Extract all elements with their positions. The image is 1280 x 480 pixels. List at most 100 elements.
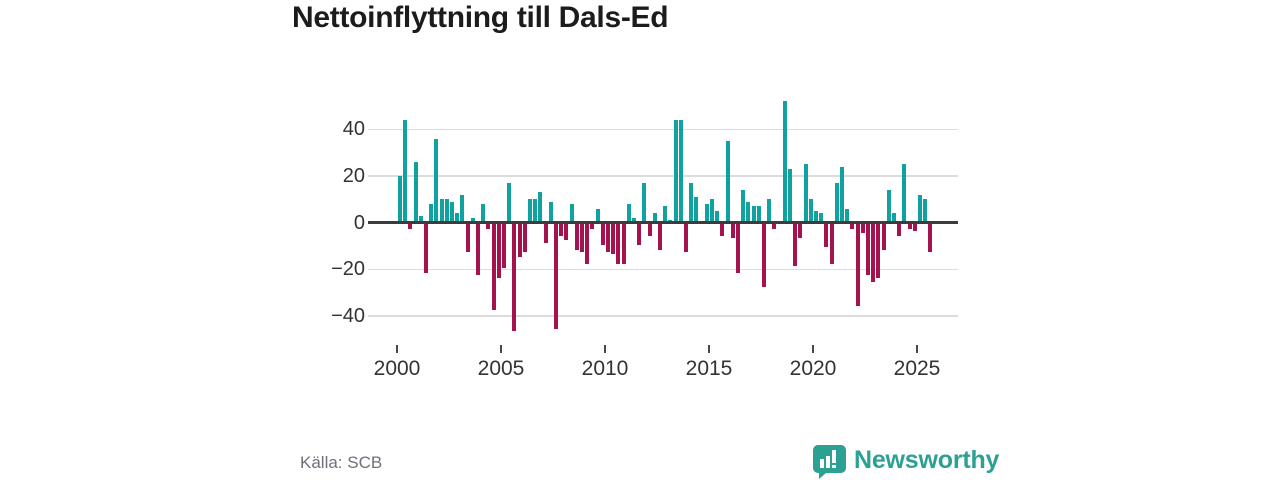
bar xyxy=(439,199,444,223)
bar xyxy=(866,224,870,276)
bar xyxy=(569,204,574,223)
bar xyxy=(798,224,803,238)
bar xyxy=(855,224,860,306)
bar xyxy=(470,218,475,223)
bar xyxy=(678,120,683,223)
chart-title: Nettoinflyttning till Dals-Ed xyxy=(292,1,669,34)
bar xyxy=(824,224,829,248)
source-caption: Källa: SCB xyxy=(300,453,383,472)
bar xyxy=(517,224,522,257)
bar xyxy=(834,183,839,223)
x-axis-label: 2020 xyxy=(789,357,837,380)
bar xyxy=(626,204,631,223)
bar xyxy=(418,215,423,223)
bar xyxy=(886,190,891,223)
x-axis-label: 2015 xyxy=(685,357,733,380)
gridline-y20 xyxy=(368,175,958,177)
bar xyxy=(465,224,470,252)
bar xyxy=(491,224,496,311)
bar xyxy=(840,166,844,223)
bar xyxy=(590,224,595,229)
bar xyxy=(892,213,896,223)
bar xyxy=(486,224,491,229)
x-axis-label: 2000 xyxy=(373,357,421,380)
bar xyxy=(528,199,532,223)
bar xyxy=(860,224,865,234)
bar xyxy=(684,224,688,252)
bar xyxy=(408,224,413,229)
bar xyxy=(720,224,725,236)
bar xyxy=(450,201,454,223)
bar xyxy=(621,224,626,264)
bar xyxy=(819,213,824,223)
bar xyxy=(788,169,792,223)
bar xyxy=(455,213,460,223)
bar xyxy=(725,141,730,223)
y-axis-label: −20 xyxy=(331,258,365,281)
bar xyxy=(507,183,512,223)
bar xyxy=(559,224,564,236)
zero-axis-line xyxy=(368,221,958,224)
x-axis-tick xyxy=(500,345,502,353)
bar xyxy=(902,164,907,223)
bar xyxy=(496,224,501,278)
bar xyxy=(585,224,590,264)
bar xyxy=(580,224,584,252)
bar xyxy=(647,224,652,236)
x-axis-tick xyxy=(396,345,398,353)
bar xyxy=(782,101,787,223)
bar xyxy=(481,204,486,223)
bar xyxy=(912,224,917,231)
bar xyxy=(434,138,439,223)
bar xyxy=(637,224,642,245)
bar xyxy=(730,224,735,238)
bar xyxy=(663,206,668,223)
y-axis-label: −40 xyxy=(331,305,365,328)
bar xyxy=(715,211,720,223)
bar xyxy=(710,199,714,223)
bar xyxy=(881,224,886,250)
bar xyxy=(413,162,418,223)
gridline-y-20 xyxy=(368,268,958,271)
x-axis-tick xyxy=(812,345,814,353)
bar xyxy=(741,190,746,223)
bar xyxy=(756,206,761,223)
bar xyxy=(897,224,902,236)
bar xyxy=(808,199,813,223)
bar xyxy=(829,224,834,264)
bar xyxy=(928,224,933,252)
bar xyxy=(767,199,772,223)
bar xyxy=(476,224,480,276)
bar xyxy=(762,224,766,287)
bar xyxy=(611,224,616,255)
bar xyxy=(751,206,756,223)
bar xyxy=(512,224,517,332)
x-axis-label: 2005 xyxy=(477,357,525,380)
bar xyxy=(543,224,548,243)
x-axis-label: 2010 xyxy=(581,357,629,380)
x-axis-tick xyxy=(708,345,710,353)
bar xyxy=(444,199,449,223)
bar xyxy=(522,224,527,252)
bar xyxy=(772,224,777,229)
bar xyxy=(538,192,543,223)
bar xyxy=(923,199,928,223)
y-axis-label: 40 xyxy=(342,118,365,141)
bar xyxy=(632,218,636,223)
bar xyxy=(564,224,569,241)
bar xyxy=(793,224,798,266)
bar xyxy=(574,224,579,250)
gridline-y40 xyxy=(368,128,958,131)
bar xyxy=(694,197,699,223)
bar xyxy=(429,204,434,223)
bar xyxy=(814,211,818,223)
brand-footer: Newsworthy xyxy=(813,445,999,479)
bar xyxy=(918,194,922,223)
bar xyxy=(746,201,751,223)
bar xyxy=(398,176,402,223)
bar xyxy=(595,208,600,223)
bar xyxy=(803,164,808,223)
bar xyxy=(845,208,850,223)
bar xyxy=(606,224,610,252)
